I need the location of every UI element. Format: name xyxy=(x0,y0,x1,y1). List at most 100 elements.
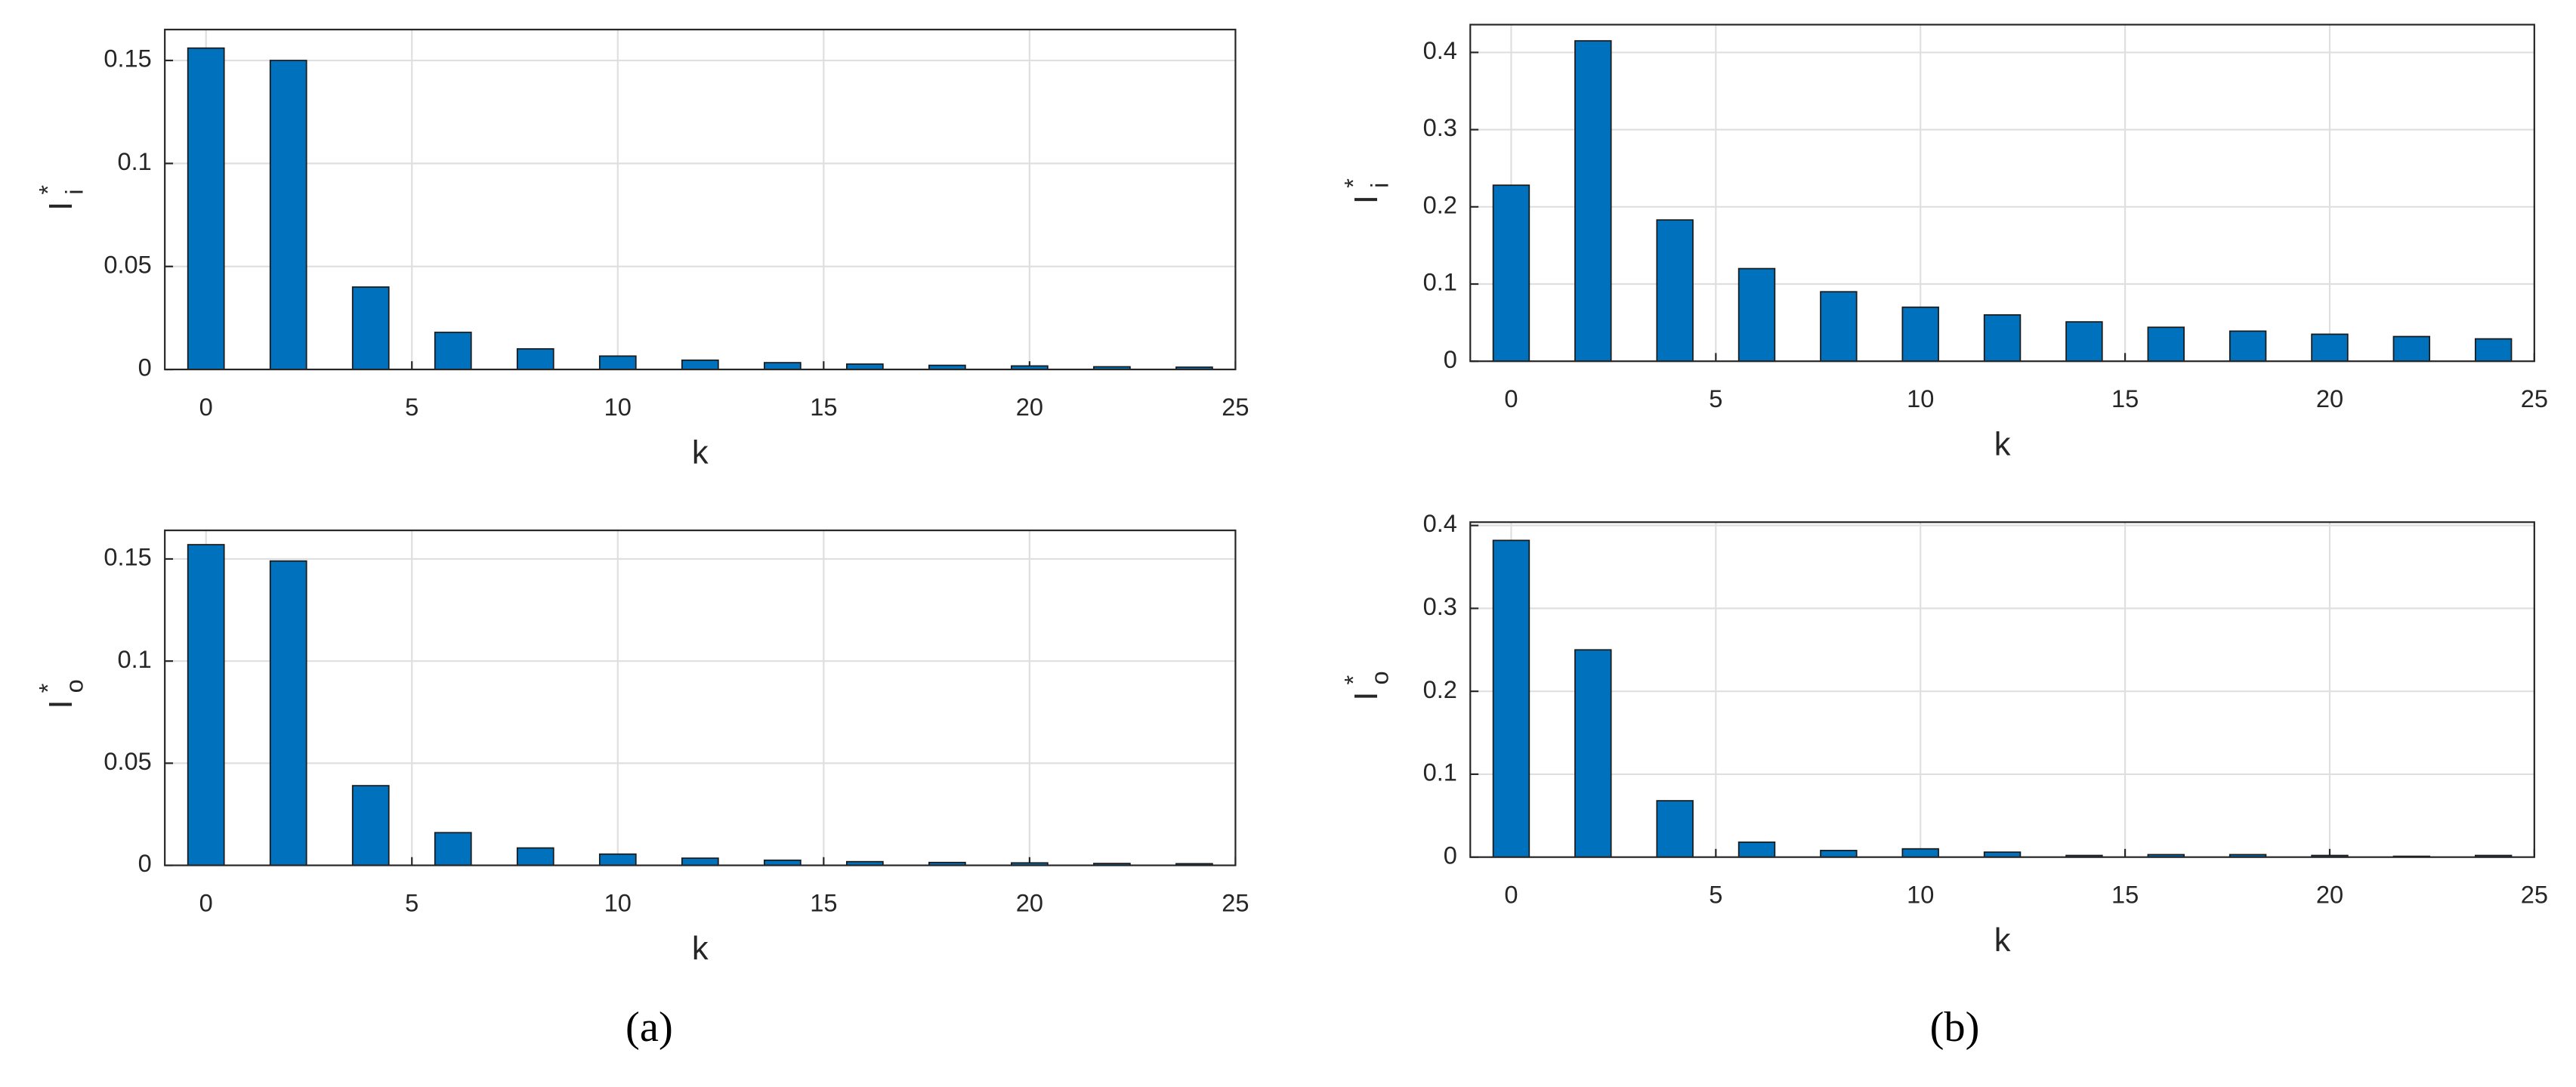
bar xyxy=(598,853,637,866)
x-tick-label: 5 xyxy=(405,888,419,916)
bar xyxy=(1492,539,1530,858)
bar xyxy=(681,857,719,866)
y-tick-label: 0 xyxy=(138,849,152,877)
bar xyxy=(1901,848,1939,858)
plot-area xyxy=(1470,522,2534,857)
x-tick-label: 25 xyxy=(2521,384,2548,412)
y-axis-label-main: I xyxy=(43,202,79,211)
bar xyxy=(1492,184,1530,363)
x-tick-label: 20 xyxy=(2316,384,2343,412)
bar xyxy=(1820,850,1858,858)
y-tick-label: 0.1 xyxy=(117,645,151,673)
y-tick-label: 0.1 xyxy=(1423,758,1457,786)
y-axis-label-sup: * xyxy=(1339,178,1367,188)
y-tick-label: 0.3 xyxy=(1423,592,1457,620)
x-tick-label: 25 xyxy=(1222,393,1249,421)
x-axis-label: k xyxy=(692,435,709,471)
caption: (b) xyxy=(1930,1004,1980,1051)
bar xyxy=(1574,649,1612,858)
x-axis-label: k xyxy=(692,931,709,967)
y-tick-label: 0.4 xyxy=(1423,36,1457,64)
bar xyxy=(1983,314,2022,363)
x-tick-label: 20 xyxy=(2316,880,2343,908)
y-axis-label-main: I xyxy=(1348,692,1385,701)
y-axis-label-sup: * xyxy=(34,683,62,693)
y-tick-label: 0.15 xyxy=(103,543,151,571)
bar xyxy=(434,832,472,866)
y-axis-label: I *o xyxy=(1339,671,1394,700)
x-tick-label: 10 xyxy=(1907,384,1934,412)
bar xyxy=(2147,326,2185,363)
bar xyxy=(187,47,225,370)
x-tick-label: 5 xyxy=(405,393,419,421)
y-tick-label: 0.15 xyxy=(103,45,151,73)
x-tick-label: 15 xyxy=(2111,384,2139,412)
x-tick-label: 15 xyxy=(810,393,837,421)
axes-box xyxy=(164,29,1237,371)
bar xyxy=(1656,219,1694,363)
bar xyxy=(1574,40,1612,363)
bar xyxy=(2229,330,2267,363)
axes-box xyxy=(1469,23,2535,363)
y-axis-label-sup: * xyxy=(1339,675,1367,684)
y-axis-label-sub: o xyxy=(1366,671,1394,684)
y-axis-label-sup: * xyxy=(34,185,62,195)
x-tick-label: 10 xyxy=(604,888,632,916)
x-axis-label: k xyxy=(1994,427,2011,463)
y-tick-label: 0 xyxy=(1444,345,1457,373)
bar xyxy=(1820,291,1858,363)
bar xyxy=(2474,338,2513,363)
axes-box xyxy=(1469,521,2535,858)
x-tick-label: 5 xyxy=(1709,880,1722,908)
axes-box xyxy=(164,530,1237,866)
y-tick-label: 0.4 xyxy=(1423,509,1457,537)
x-axis-label: k xyxy=(1994,922,2011,959)
bar xyxy=(351,286,390,370)
bar xyxy=(1737,267,1776,363)
y-tick-label: 0.3 xyxy=(1423,113,1457,141)
x-tick-label: 20 xyxy=(1016,393,1043,421)
x-tick-label: 10 xyxy=(1907,880,1934,908)
bar xyxy=(1901,306,1939,363)
bar xyxy=(1656,800,1694,858)
bar xyxy=(351,785,390,866)
caption: (a) xyxy=(625,1004,673,1051)
bar xyxy=(1737,841,1776,858)
bar xyxy=(516,347,554,370)
bar xyxy=(434,332,472,370)
y-tick-label: 0.2 xyxy=(1423,675,1457,703)
y-tick-label: 0.05 xyxy=(103,250,151,278)
x-tick-label: 15 xyxy=(810,888,837,916)
bar xyxy=(516,847,554,866)
y-tick-label: 0.1 xyxy=(1423,268,1457,296)
x-tick-label: 0 xyxy=(1504,384,1518,412)
bar xyxy=(598,355,637,370)
y-axis-label-sub: o xyxy=(60,679,88,693)
y-axis-label: I *i xyxy=(34,185,88,211)
y-axis-label: I *o xyxy=(34,679,88,709)
x-tick-label: 20 xyxy=(1016,888,1043,916)
bar xyxy=(269,560,307,866)
bar xyxy=(763,362,802,370)
x-tick-label: 15 xyxy=(2111,880,2139,908)
x-tick-label: 25 xyxy=(1222,888,1249,916)
y-axis-label-main: I xyxy=(43,699,79,709)
y-axis-label-sub: i xyxy=(1366,183,1394,188)
y-axis-label-main: I xyxy=(1348,195,1385,204)
plot-area xyxy=(165,530,1236,866)
bar xyxy=(681,359,719,370)
x-tick-label: 10 xyxy=(604,393,632,421)
bar xyxy=(2065,321,2103,363)
x-tick-label: 0 xyxy=(199,393,213,421)
bar xyxy=(269,60,307,370)
plot-area xyxy=(1470,24,2534,362)
x-tick-label: 0 xyxy=(199,888,213,916)
y-axis-label: I *i xyxy=(1339,178,1394,204)
y-tick-label: 0.05 xyxy=(103,747,151,775)
x-tick-label: 0 xyxy=(1504,880,1518,908)
y-tick-label: 0.2 xyxy=(1423,190,1457,218)
y-tick-label: 0 xyxy=(1444,841,1457,869)
x-tick-label: 5 xyxy=(1709,384,1722,412)
bar xyxy=(187,544,225,866)
